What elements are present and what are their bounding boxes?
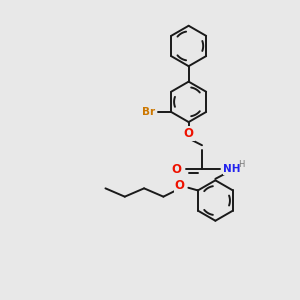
Text: H: H xyxy=(238,160,245,169)
Text: O: O xyxy=(175,179,184,193)
Text: O: O xyxy=(184,127,194,140)
Text: O: O xyxy=(171,163,181,176)
Text: NH: NH xyxy=(224,164,241,174)
Text: Br: Br xyxy=(142,107,155,117)
